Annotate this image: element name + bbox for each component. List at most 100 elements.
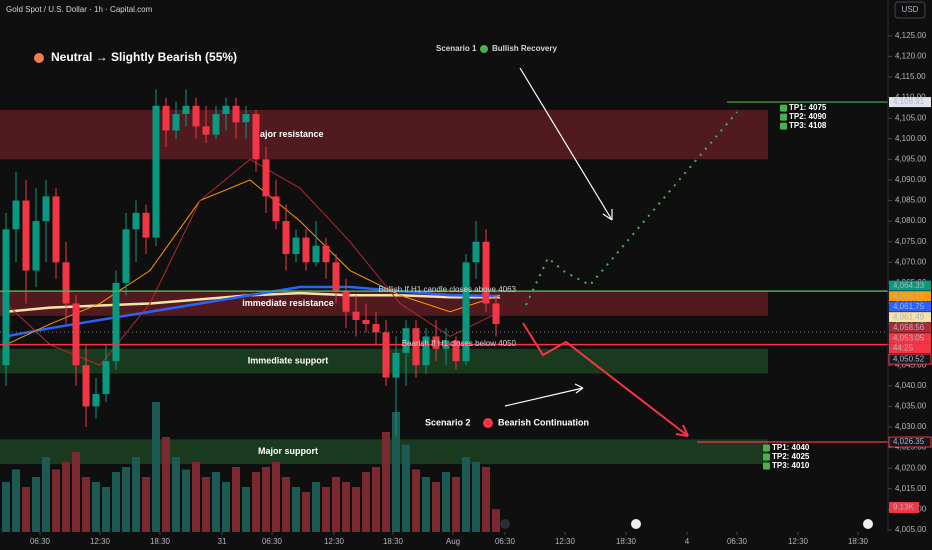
candle-body <box>462 262 470 362</box>
scenario-2-dot <box>483 418 493 428</box>
event-icons <box>500 519 873 529</box>
x-tick-label: 18:30 <box>848 537 869 546</box>
zone-label: immediate resistance <box>242 298 334 308</box>
volume-bar <box>172 457 180 532</box>
candle-body <box>182 105 190 115</box>
candle-body <box>372 324 380 333</box>
candle-body <box>172 114 180 131</box>
scenario-2-label: Scenario 2 <box>425 417 471 427</box>
volume-bar <box>352 487 360 532</box>
volume-bar <box>102 487 110 532</box>
volume-bar <box>12 469 20 532</box>
y-tick-label: 4,035.00 <box>895 402 927 411</box>
chart-title: Gold Spot / U.S. Dollar · 1h · Capital.c… <box>6 5 153 14</box>
y-tick-label: 4,070.00 <box>895 257 927 266</box>
y-tick-label: 4,095.00 <box>895 154 927 163</box>
volume-bar <box>82 477 90 532</box>
volume-bar <box>312 482 320 532</box>
candle-body <box>92 394 100 407</box>
volume-bar <box>442 472 450 532</box>
y-tick-label: 4,030.00 <box>895 422 927 431</box>
price-axis-bg <box>888 0 932 550</box>
x-tick-label: 18:30 <box>616 537 637 546</box>
volume-bar <box>222 482 230 532</box>
volume-bar <box>162 437 170 532</box>
zone-label: Major resistance <box>252 129 323 139</box>
volume-bar <box>182 469 190 532</box>
volume-bar <box>492 509 500 532</box>
currency-button[interactable] <box>894 1 926 19</box>
volume-bar <box>52 469 60 532</box>
candle-body <box>132 212 140 230</box>
volume-bar <box>132 457 140 532</box>
x-tick-label: 12:30 <box>555 537 576 546</box>
x-tick-label: 4 <box>685 537 690 546</box>
volume-bar <box>382 432 390 532</box>
y-tick-label: 4,105.00 <box>895 113 927 122</box>
volume-bar <box>272 462 280 532</box>
candle-body <box>142 212 150 238</box>
price-tag <box>889 312 931 323</box>
volume-bar <box>402 444 410 532</box>
scenario-2-text: Bearish Continuation <box>498 417 589 427</box>
volume-bar <box>2 482 10 532</box>
check-icon <box>763 462 770 470</box>
candle-body <box>422 336 430 366</box>
countdown-tag <box>889 343 931 354</box>
price-tag-label: 4,064.33 <box>893 281 925 290</box>
volume-bar <box>332 477 340 532</box>
price-tag <box>888 353 932 365</box>
volume-bar <box>92 482 100 532</box>
x-tick-label: 12:30 <box>90 537 111 546</box>
currency[interactable]: USD <box>902 5 919 14</box>
volume-bar <box>42 457 50 532</box>
moving-average <box>5 158 501 366</box>
volume-bar <box>282 477 290 532</box>
target-item: TP2: 4025 <box>772 452 810 461</box>
volume-tag <box>889 502 919 513</box>
check-icon <box>780 113 787 121</box>
target-item: TP1: 4075 <box>789 103 827 112</box>
volume-bar <box>472 462 480 532</box>
candle-body <box>12 200 20 230</box>
x-tick-label: 18:30 <box>383 537 404 546</box>
volume-bar <box>152 402 160 532</box>
candle-body <box>282 221 290 255</box>
candle-body <box>82 365 90 407</box>
candle-body <box>292 237 300 255</box>
candle-body <box>312 245 320 263</box>
check-icon <box>763 453 770 461</box>
candle-body <box>482 241 490 304</box>
candle-body <box>22 200 30 271</box>
volume-bar <box>122 467 130 532</box>
x-tick-label: 06:30 <box>30 537 51 546</box>
price-tag <box>889 301 931 312</box>
y-tick-label: 4,115.00 <box>895 72 926 81</box>
volume-bar <box>212 472 220 532</box>
price-tag-label: 4,061.49 <box>893 312 925 321</box>
volume-bar <box>22 487 30 532</box>
volume-bar <box>192 462 200 532</box>
y-tick-label: 4,120.00 <box>895 52 927 61</box>
x-tick-label: 06:30 <box>262 537 283 546</box>
price-tag-label: 4,053.05 <box>893 333 925 342</box>
candle-body <box>232 105 240 123</box>
x-tick-label: 31 <box>218 537 227 546</box>
candle-body <box>322 245 330 263</box>
volume-bar <box>422 477 430 532</box>
volume-bar <box>412 469 420 532</box>
volume-bar <box>392 412 400 532</box>
target-item: TP3: 4010 <box>772 461 810 470</box>
candle-body <box>342 291 350 312</box>
volume-bar <box>262 467 270 532</box>
price-tag <box>889 97 931 108</box>
volume-bar <box>72 452 80 532</box>
candle-body <box>262 159 270 197</box>
candle-body <box>392 352 400 378</box>
y-tick-label: 4,100.00 <box>895 134 927 143</box>
price-tag <box>889 322 931 333</box>
moving-average <box>5 285 501 338</box>
candle-body <box>202 126 210 135</box>
moving-average <box>5 179 501 346</box>
